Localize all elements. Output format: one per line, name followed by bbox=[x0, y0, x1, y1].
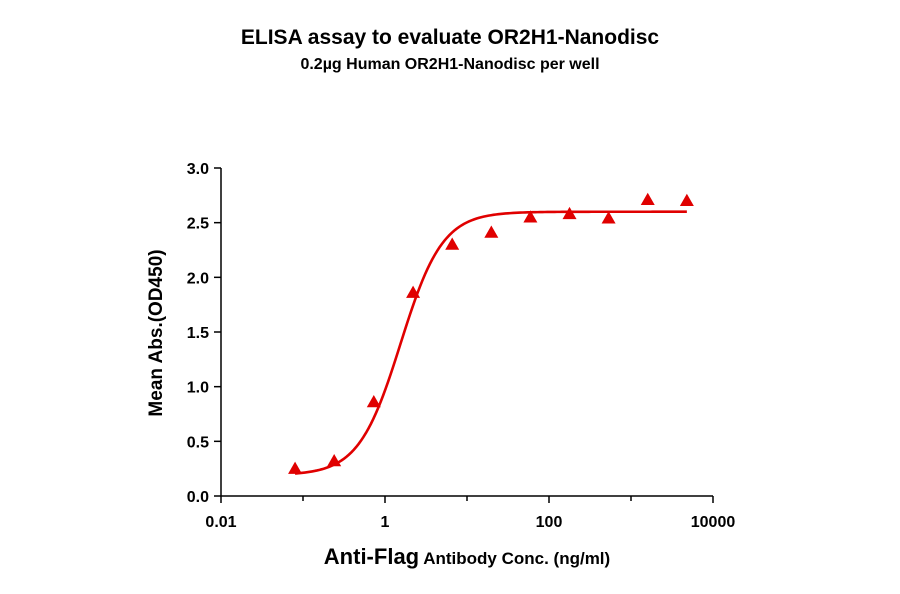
data-point-triangle bbox=[327, 454, 342, 467]
data-point-triangle bbox=[640, 192, 655, 205]
y-tick-label: 2.5 bbox=[187, 216, 209, 233]
chart-subtitle: 0.2µg Human OR2H1-Nanodisc per well bbox=[300, 56, 600, 73]
x-tick-label: 10000 bbox=[691, 514, 736, 531]
y-tick-label: 1.5 bbox=[187, 325, 209, 342]
x-axis-label: Anti-Flag Antibody Conc. (ng/ml) bbox=[324, 544, 610, 569]
y-tick-label: 0.0 bbox=[187, 489, 209, 506]
data-points-layer bbox=[288, 192, 694, 474]
data-point-triangle bbox=[366, 394, 381, 408]
y-tick-label: 1.0 bbox=[187, 380, 209, 397]
fit-curve-layer bbox=[294, 210, 687, 475]
axis-labels-layer: Anti-Flag Antibody Conc. (ng/ml) Mean Ab… bbox=[146, 249, 610, 569]
x-axis-label-rest: Antibody Conc. (ng/ml) bbox=[419, 549, 610, 568]
y-tick-label: 0.5 bbox=[187, 434, 209, 451]
data-point-triangle bbox=[601, 211, 616, 224]
chart-title: ELISA assay to evaluate OR2H1-Nanodisc bbox=[240, 26, 660, 49]
data-point-triangle bbox=[445, 237, 460, 250]
x-axis-label-main: Anti-Flag bbox=[324, 544, 419, 569]
axes: 0.0 0.5 1.0 1.5 2.0 2.5 3.0 0.01 1 100 10000 bbox=[187, 161, 736, 531]
y-tick-label: 2.0 bbox=[187, 270, 209, 287]
data-point-triangle bbox=[679, 193, 694, 207]
x-tick-label: 1 bbox=[381, 514, 390, 531]
data-point-triangle bbox=[288, 461, 303, 474]
y-axis-label: Mean Abs.(OD450) bbox=[146, 249, 167, 416]
fit-curve bbox=[294, 210, 687, 475]
y-tick-label: 3.0 bbox=[187, 161, 209, 178]
data-point-triangle bbox=[562, 206, 577, 220]
x-tick-label: 100 bbox=[536, 514, 563, 531]
data-point-triangle bbox=[406, 285, 421, 298]
data-point-triangle bbox=[523, 210, 538, 223]
data-point-triangle bbox=[484, 225, 499, 238]
x-tick-label: 0.01 bbox=[205, 514, 236, 531]
